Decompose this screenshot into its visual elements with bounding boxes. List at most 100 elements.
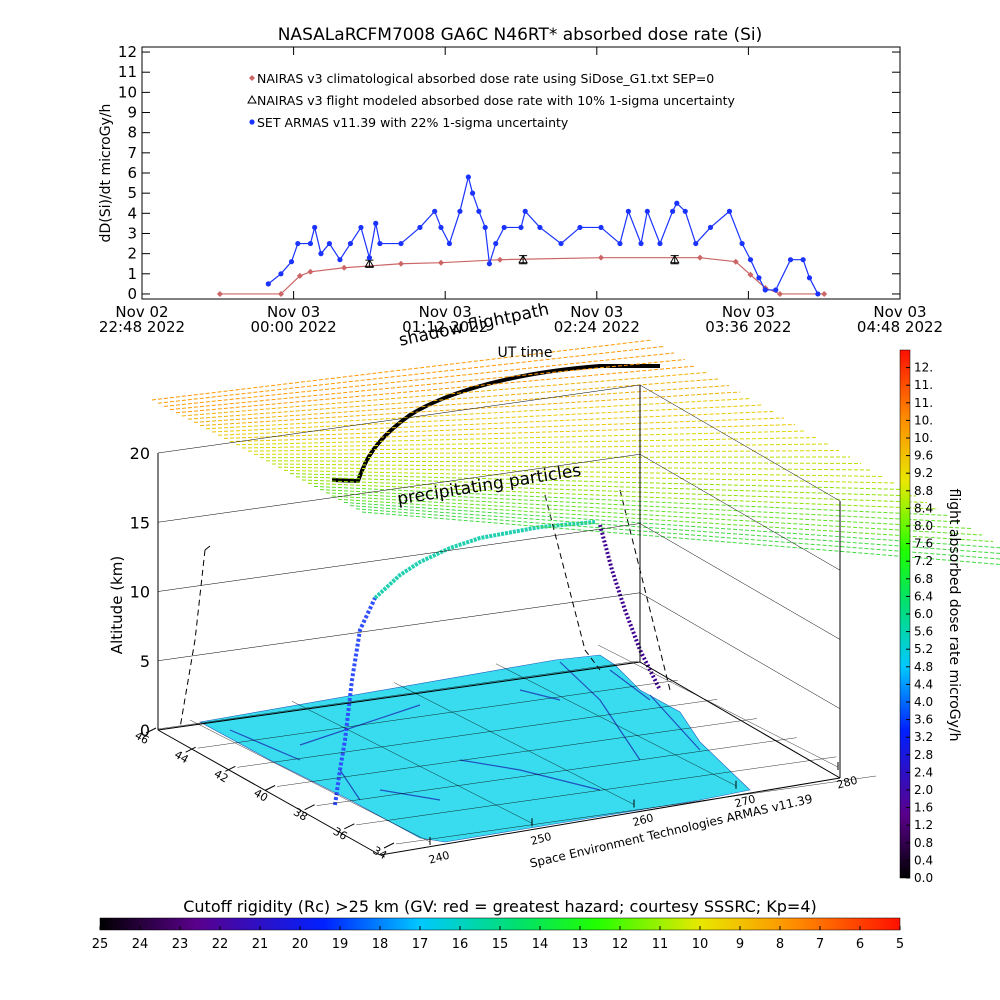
colorbar-tick-label: 5.6 [914,625,933,639]
grid-line [316,737,797,806]
marker [815,291,821,297]
x-tick-label: Nov 03 03:36 2022 [705,303,792,336]
marker [295,240,301,247]
particle-grid [283,469,895,484]
colorbar-tick-label: 8 [776,937,784,952]
lat-tick-label: 46 [132,729,151,747]
marker [577,224,583,231]
y-tick-label: 4 [127,204,137,222]
particle-grid [157,346,664,404]
marker [417,224,423,231]
marker [249,119,255,125]
y-tick-label: 0 [127,285,137,303]
legend-label: SET ARMAS v11.39 with 22% 1-sigma uncert… [257,115,569,130]
grid-line [157,592,841,709]
grid-line [276,718,758,787]
marker [787,257,794,263]
colorbar-tick-label: 4.8 [914,660,933,674]
particle-grid [331,495,983,536]
marker [397,260,404,267]
y-tick-label: 6 [127,164,137,182]
particle-grid [205,398,752,430]
flightpath-descent [598,524,662,691]
marker [457,208,463,214]
y-tick-label: 9 [127,104,137,122]
marker [674,200,680,206]
particle-grid [313,485,950,516]
flightpath-cruise [373,520,596,600]
marker [364,258,375,268]
marker [482,224,488,231]
particle-grid [295,476,917,497]
marker [337,257,343,263]
x-tick-label: Nov 03 02:24 2022 [553,303,640,336]
lat-tick-label: 36 [331,825,350,843]
x-tick-label: Nov 02 22:48 2022 [98,303,186,336]
colorbar-tick-label: 12 [612,937,629,952]
colorbar-tick-label: 13 [572,937,589,952]
y-tick-label: 5 [127,184,137,202]
y-tick-label: 8 [127,124,137,142]
marker [437,259,444,266]
lat-tick [264,785,276,791]
particle-grid [355,508,1000,560]
colorbar-tick-label: 8.0 [914,519,933,533]
shadow-flightpath [331,364,660,484]
colorbar-tick-label: 21 [252,937,269,952]
plot-3d [151,339,1000,856]
colorbar-tick-label: 18 [372,937,389,952]
y-tick-label: 11 [118,63,137,81]
marker [776,290,783,297]
shadow-line [204,545,211,551]
colorbar-tick-label: 20 [292,937,309,952]
particle-grid [187,378,719,420]
x-axis-title: UT time [498,345,553,361]
shadow-line [179,549,206,729]
colorbar-tick-label: 5 [896,937,904,952]
marker [747,271,754,278]
lat-tick [304,804,315,811]
marker [326,240,332,247]
colorbar-tick-label: 7.2 [914,554,933,568]
marker [806,275,813,281]
marker [558,240,564,247]
marker [756,275,762,281]
colorbar-tick-label: 4.4 [914,677,933,691]
colorbar-tick-label: 5.2 [914,642,933,656]
particle-grid [289,473,906,490]
y-tick-label: 7 [127,144,137,162]
grid-line [197,679,678,749]
particle-grid [247,443,829,452]
marker [318,251,324,257]
particle-grid [217,411,774,436]
x-tick-label: Nov 03 01:12 2022 [402,303,489,336]
colorbar-tick-label: 11. [914,396,933,410]
marker [800,257,806,263]
z-tick-label: 5 [140,652,150,671]
colorbar-tick-label: 22 [212,937,229,952]
lat-tick [383,842,395,849]
particle-grid [253,450,840,455]
particle-grid [265,460,862,464]
marker [682,208,688,214]
grid-line [157,453,841,571]
marker [522,208,528,214]
series-line [267,176,819,295]
particle-grid [277,466,884,477]
grid-line [189,719,431,843]
marker [773,287,779,293]
particle-grid [337,498,994,542]
particle-grid [169,359,686,411]
colorbar-tick-label: 8.8 [914,484,933,498]
marker [617,240,623,247]
colorbar-tick-label: 0.8 [914,836,933,850]
marker [469,190,476,196]
lat-tick-label: 44 [172,748,191,766]
lat-tick-label: 40 [251,786,270,804]
marker [732,258,739,265]
z-tick-label: 15 [130,513,150,532]
colorbar-tick-label: 4.0 [914,695,933,709]
lon-tick-label: 240 [427,849,451,867]
